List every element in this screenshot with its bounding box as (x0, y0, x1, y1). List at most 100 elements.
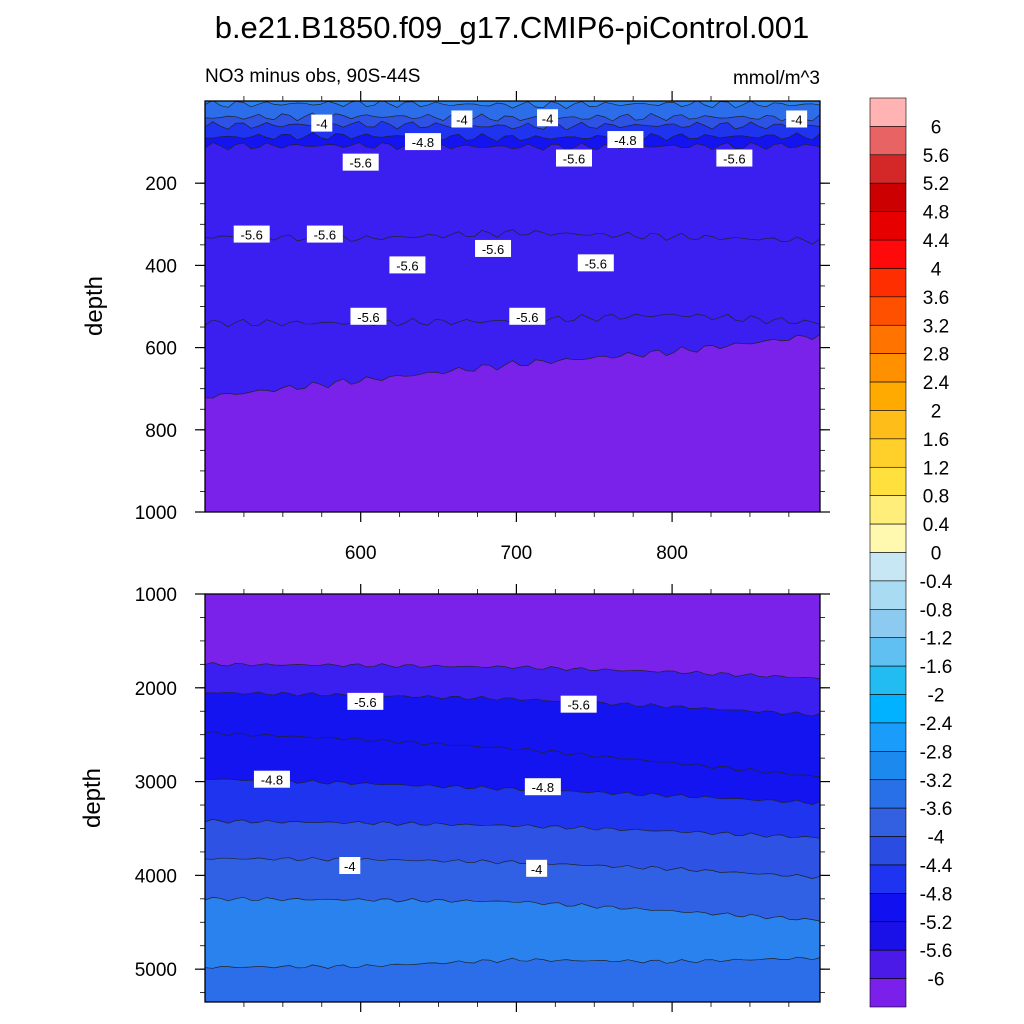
colorbar-label: 4.8 (923, 203, 949, 224)
contour-band (205, 731, 820, 805)
y-tick-label: 1000 (135, 503, 177, 524)
contour-label-text: -4 (791, 112, 803, 127)
colorbar-swatch (869, 154, 907, 184)
colorbar-label: 2 (931, 401, 942, 422)
lower-contour-plot: -5.6 -5.6 -4.8 -4.8 -4 -4 1000 2000 3000 4000 5000 (135, 584, 830, 1012)
contour-label-text: -5.6 (357, 310, 379, 325)
contour-line (205, 896, 820, 922)
contour-label-text: -5.6 (349, 156, 371, 171)
contour-line (205, 112, 820, 122)
colorbar-swatch (869, 580, 907, 610)
contour-line (205, 334, 820, 399)
contour-label: -4 (451, 110, 473, 128)
colorbar-label: 5.2 (923, 174, 949, 195)
contour-label: -5.6 (350, 307, 387, 325)
contour-label: -5.6 (577, 254, 614, 272)
colorbar-swatch (869, 722, 907, 752)
contour-label: -5.6 (509, 307, 546, 325)
y-tick-label: 5000 (135, 960, 177, 981)
contour-label: -4 (339, 857, 361, 874)
colorbar-swatch (869, 268, 907, 298)
contour-band (205, 692, 820, 778)
contour-band (205, 594, 820, 679)
colorbar-label: 0.4 (923, 515, 950, 536)
contour-label: -5.6 (233, 225, 270, 243)
contour-band (205, 779, 820, 839)
contour-line (205, 662, 820, 679)
contour-label-text: -5.6 (723, 152, 745, 167)
colorbar-label: -3.2 (920, 771, 953, 792)
contour-band (205, 112, 820, 130)
colorbar-label: 2.4 (923, 373, 950, 394)
colorbar-swatch (869, 552, 907, 582)
colorbar-label: 6 (931, 117, 942, 138)
colorbar-label: -4 (928, 828, 945, 849)
contour-label: -5.6 (560, 695, 597, 713)
colorbar-swatch (869, 296, 907, 326)
contour-band (205, 121, 820, 142)
upper-y-axis-label: depth (81, 276, 108, 336)
contour-label: -4 (526, 859, 548, 877)
colorbar-swatch (869, 495, 907, 525)
contour-line (205, 818, 820, 839)
colorbar-swatch (869, 126, 907, 156)
upper-right-subtitle: mmol/m^3 (733, 68, 820, 89)
colorbar-swatch (869, 182, 907, 212)
contour-label-text: -5.6 (314, 228, 336, 243)
contour-band (205, 819, 820, 879)
colorbar-label: 5.6 (923, 146, 949, 167)
contour-band (205, 229, 820, 327)
colorbar-label: 3.2 (923, 316, 949, 337)
colorbar-swatch (869, 836, 907, 866)
colorbar-swatch (869, 381, 907, 411)
colorbar-swatch (869, 353, 907, 383)
contour-label-text: -4 (542, 111, 554, 126)
colorbar-label: 2.8 (923, 345, 949, 366)
contour-line (205, 120, 820, 131)
colorbar-swatch (869, 751, 907, 781)
contour-label-text: -4 (316, 117, 328, 132)
contour-label-text: -5.6 (241, 228, 263, 243)
contour-label-text: -4.8 (532, 780, 554, 795)
contour-label: -5.6 (347, 692, 384, 710)
x-tick-label: 800 (656, 543, 688, 564)
contour-label-text: -4.8 (614, 133, 636, 148)
y-tick-label: 1000 (135, 585, 177, 606)
contour-line (205, 691, 820, 717)
colorbar-label: -0.8 (920, 600, 953, 621)
y-tick-label: 2000 (135, 679, 177, 700)
contour-label: -5.6 (716, 149, 753, 167)
contour-label-text: -5.6 (585, 256, 607, 271)
colorbar-swatch (869, 779, 907, 809)
y-tick-label: 800 (145, 421, 177, 442)
upper-contour-plot: -4 -4 -4 -4 -4.8 -4.8 -5.6 -5.6 -5.6 -5.6 -5.6 -5.6… (135, 91, 830, 564)
colorbar-swatch (869, 239, 907, 269)
contour-line (205, 778, 820, 805)
colorbar-label: 4 (931, 259, 942, 280)
colorbar-label: 1.2 (923, 458, 949, 479)
colorbar-swatch (869, 438, 907, 468)
colorbar-label: -5.2 (920, 913, 953, 934)
contour-band (205, 101, 820, 109)
contour-label-text: -4 (456, 112, 468, 127)
contour-label-text: -5.6 (482, 242, 504, 257)
colorbar-swatch (869, 864, 907, 894)
contour-line (205, 856, 820, 879)
colorbar-swatch (869, 609, 907, 639)
y-tick-label: 400 (145, 256, 177, 277)
contour-band (205, 957, 820, 1002)
contour-label: -5.6 (475, 239, 512, 257)
x-tick-label: 600 (345, 543, 377, 564)
contour-label: -4.8 (607, 131, 644, 149)
colorbar-swatch (869, 921, 907, 951)
y-tick-label: 4000 (135, 866, 177, 887)
contour-label: -5.6 (556, 149, 592, 167)
contour-line (205, 131, 820, 142)
colorbar-swatch (869, 637, 907, 667)
colorbar-label: -1.6 (920, 657, 953, 678)
upper-left-subtitle: NO3 minus obs, 90S-44S (205, 66, 420, 87)
contour-line (205, 101, 820, 110)
contour-label: -4.8 (253, 770, 290, 788)
colorbar-swatch (869, 211, 907, 241)
colorbar-label: -2 (928, 686, 945, 707)
